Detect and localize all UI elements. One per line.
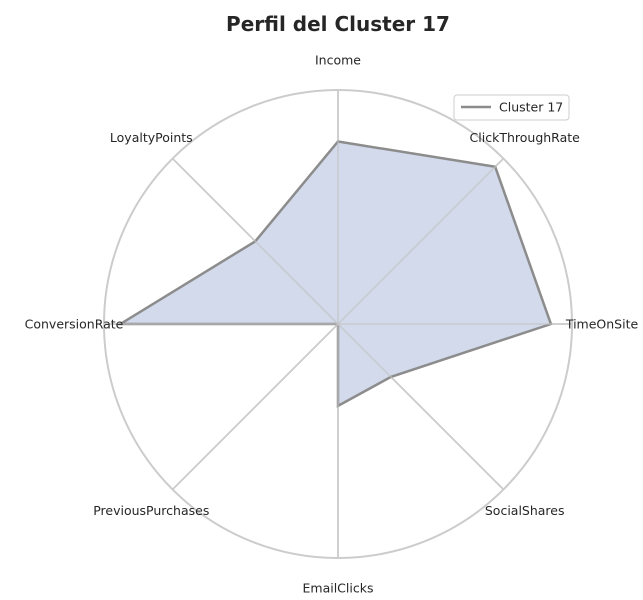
axis-label-conversion-rate: ConversionRate [25, 317, 124, 332]
axis-label-previous-purchases: PreviousPurchases [93, 503, 209, 518]
axis-label-loyalty-points: LoyaltyPoints [110, 130, 193, 145]
axis-label-email-clicks: EmailClicks [303, 581, 374, 596]
legend: Cluster 17 [453, 94, 570, 121]
spoke-overlay-social-shares [337, 323, 504, 490]
spoke-overlay-previous-purchases [172, 323, 339, 490]
axis-label-time-on-site: TimeOnSite [565, 317, 639, 332]
spoke-overlay-click-through-rate [337, 158, 504, 325]
axis-label-social-shares: SocialShares [485, 503, 565, 518]
legend-label: Cluster 17 [499, 100, 563, 115]
radar-series [104, 90, 572, 558]
axis-label-click-through-rate: ClickThroughRate [470, 130, 581, 145]
spoke-overlay-loyalty-points [172, 158, 339, 325]
chart-title: Perfil del Cluster 17 [226, 12, 450, 36]
axis-label-income: Income [315, 53, 361, 68]
series-area [120, 141, 551, 406]
legend-box [453, 94, 570, 121]
radar-axis-labels: Income ClickThroughRate TimeOnSite SocialSh… [25, 53, 639, 596]
